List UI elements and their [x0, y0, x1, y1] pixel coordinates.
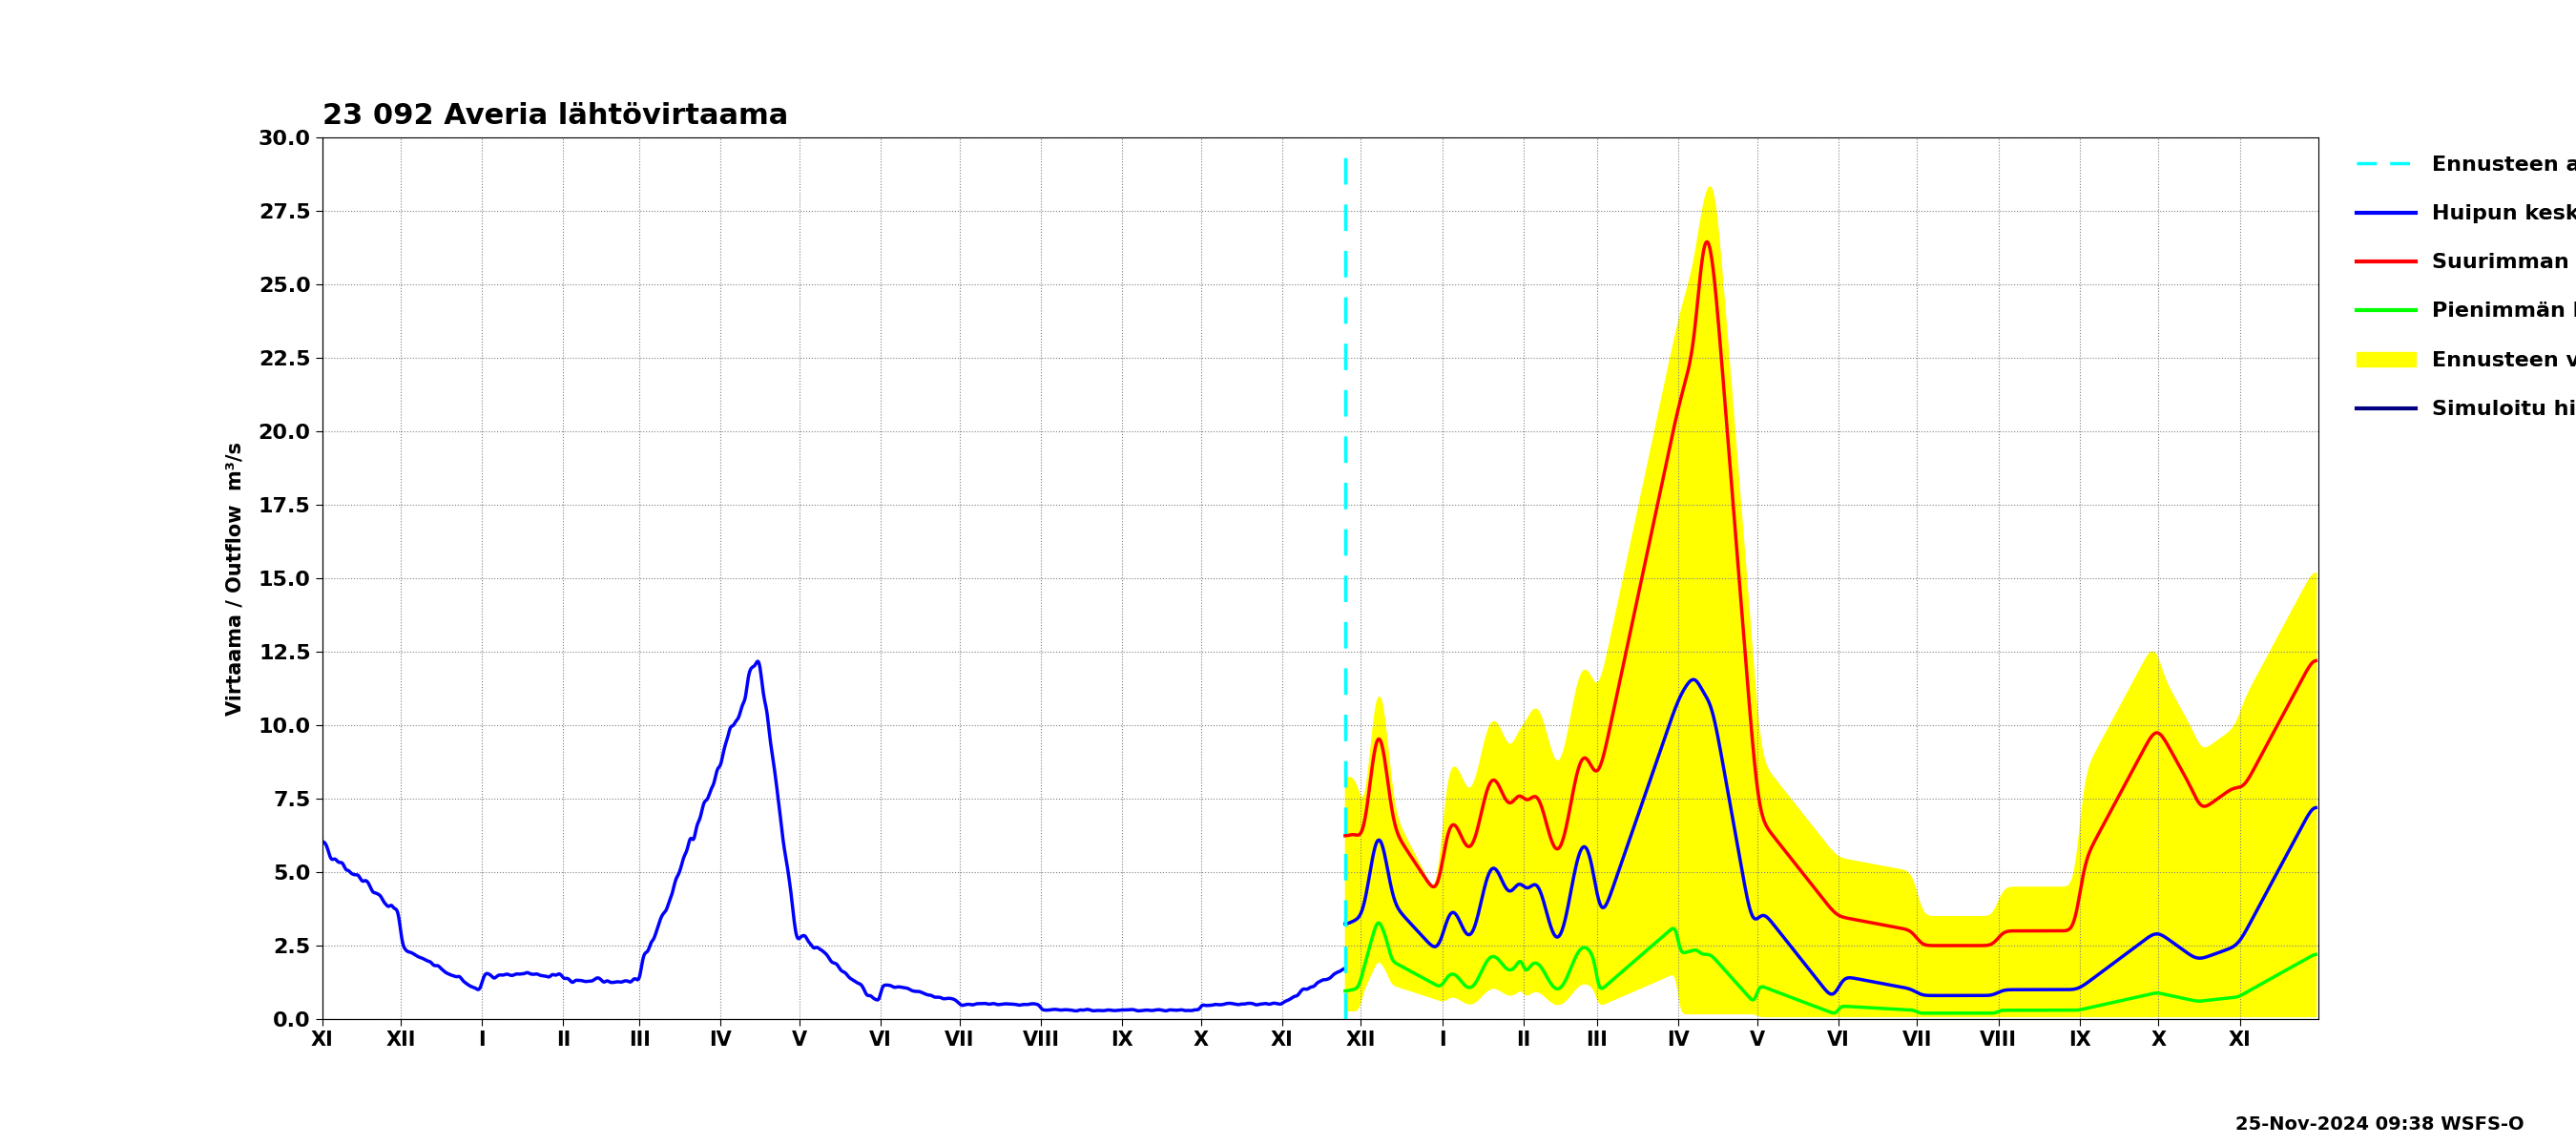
Text: 25-Nov-2024 09:38 WSFS-O: 25-Nov-2024 09:38 WSFS-O [2236, 1115, 2524, 1134]
Y-axis label: Virtaama / Outflow  m³/s: Virtaama / Outflow m³/s [227, 441, 245, 716]
Legend: Ennusteen alku, Huipun keskiennuste, Suurimman huipun ennuste, Pienimmän huipun : Ennusteen alku, Huipun keskiennuste, Suu… [2349, 148, 2576, 427]
Text: 23 092 Averia lähtövirtaama: 23 092 Averia lähtövirtaama [322, 102, 788, 129]
